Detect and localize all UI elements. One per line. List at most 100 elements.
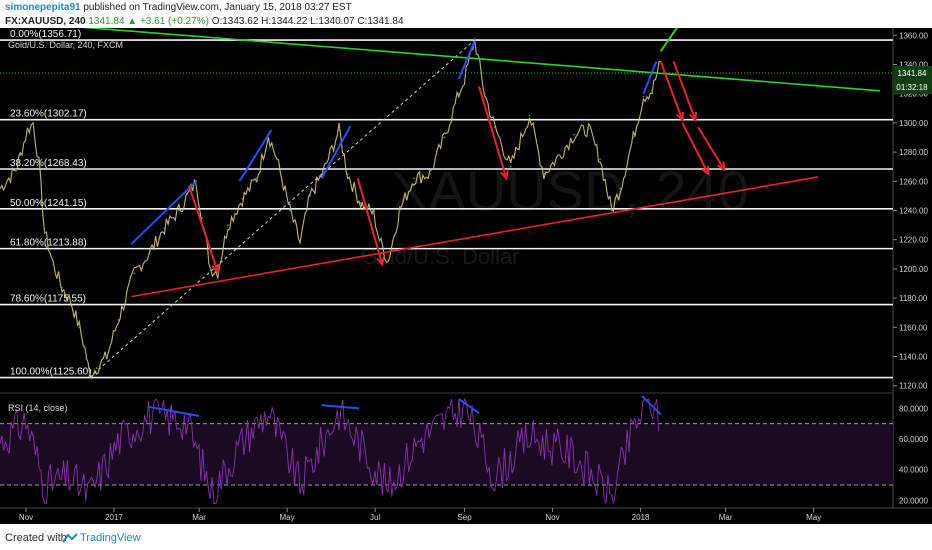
last-price-tag [893,66,932,80]
price-point [372,212,375,215]
time-tick-label: Mar [719,513,733,522]
price-point [528,114,531,117]
bearish-arrow-head [716,161,726,172]
price-point [642,95,645,98]
price-point [378,238,381,241]
price-point [133,272,136,275]
time-tick-label: Nov [545,513,559,522]
fib-level-label: 38.20%(1268.43) [10,158,87,169]
price-point [587,127,590,130]
rsi-label: RSI (14, close) [8,403,68,413]
bullish-arrow [659,28,679,52]
price-point [105,355,108,358]
rsi-line [0,397,660,504]
price-point [599,158,602,161]
price-point [509,165,512,168]
price-point [255,177,258,180]
price-tick-label: 1320.00 [899,90,928,99]
fib-level-label: 78.60%(1175.55) [10,294,86,305]
price-point [88,373,91,375]
bearish-arrow [188,185,219,273]
rsi-divergence-segment [148,405,200,417]
bearish-arrow [478,86,508,179]
price-point [359,202,362,205]
price-point [463,78,466,80]
ohlc-values: O:1343.62 H:1344.22 L:1340.07 C:1341.84 [211,16,404,27]
price-point [117,319,120,321]
time-tick-label: Jul [370,513,380,522]
price-change: 1341.84 ▲ +3.61 (+0.27%) [88,16,209,27]
price-point [163,227,166,229]
drawings[interactable] [0,28,881,417]
price-axis-panel [893,28,932,524]
price-point [493,126,496,129]
price-point [309,195,312,197]
time-tick-label: May [806,513,821,522]
fib-level-label: 23.60%(1302.17) [10,109,87,120]
price-point [95,367,98,370]
price-point [201,216,203,219]
price-point [299,241,301,244]
price-point [346,173,349,175]
chart-title: Gold/U.S. Dollar, 240, FXCM [8,40,123,50]
bearish-arrow-head [701,165,710,177]
tradingview-logo-icon [62,533,78,543]
rsi-divergence-segment [321,404,360,410]
bearish-arrow-head [675,111,685,123]
bearish-arrow-head [688,111,698,123]
resistance-trendline [81,28,881,92]
author-link[interactable]: simonepepita91 [5,2,81,13]
price-point [387,260,389,263]
price-point [632,136,635,139]
publish-line: simonepepita91 published on TradingView.… [5,2,352,13]
bearish-arrow [681,122,710,175]
price-divergence-segment [130,180,197,245]
fibonacci-levels: 0.00%(1356.71) 23.60%(1302.17) 38.20%(1268… [0,29,893,379]
symbol-line: FX:XAUUSD, 240 1341.84 ▲ +3.61 (+0.27%) … [5,16,404,27]
price-point [14,168,17,171]
time-axis-ticks: Nov 2017 Mar May Jul Sep Nov 2018 Mar May [19,508,821,522]
bearish-arrow [659,61,684,121]
price-tick-label: 1240.00 [899,207,928,216]
time-tick-label: 2018 [632,513,650,522]
price-point [610,209,613,212]
price-divergence-segment [642,61,658,95]
time-tick-label: Nov [19,513,33,522]
countdown-value: 01:32:18 [896,83,928,92]
rsi-tick-label: 40.0000 [899,466,928,475]
tradingview-brand[interactable]: TradingView [80,532,141,544]
price-tick-label: 1160.00 [899,323,928,332]
rsi-tick-label: 60.0000 [899,435,928,444]
price-chart[interactable]: XAUUSD, 240 Gold/U.S. Dollar 0.00%(1356.… [0,28,932,524]
price-tick-label: 1220.00 [899,236,928,245]
price-point [558,154,561,156]
publish-info: published on TradingView.com, January 15… [83,2,352,13]
price-tick-label: 1140.00 [899,353,928,362]
price-point [619,187,622,190]
time-tick-label: May [280,513,295,522]
bearish-arrow-head [211,263,220,274]
price-point [429,173,431,175]
rsi-tick-label: 80.0000 [899,404,928,413]
price-line [0,38,661,380]
price-point [177,209,180,212]
price-point [227,224,229,227]
fib-anchor-dashed [89,39,475,378]
price-point [651,89,653,92]
price-point [573,133,576,136]
symbol-label: FX:XAUUSD, 240 [5,16,86,27]
price-tick-label: 1180.00 [899,294,928,303]
price-point [241,197,244,200]
price-tick-label: 1200.00 [899,265,928,274]
bearish-arrow-head [376,256,385,267]
fib-level-label: 0.00%(1356.71) [10,29,81,40]
rsi-pane: 80.0000 60.0000 40.0000 20.0000 [0,397,928,505]
time-tick-label: Mar [192,513,206,522]
price-point [338,129,340,132]
last-price-value: 1341.84 [898,69,927,78]
fib-level-label: 100.00%(1125.60) [10,367,92,378]
price-point [43,231,46,234]
bearish-arrow [672,61,697,121]
price-divergence-segment [457,40,476,80]
rsi-tick-label: 20.0000 [899,496,928,505]
